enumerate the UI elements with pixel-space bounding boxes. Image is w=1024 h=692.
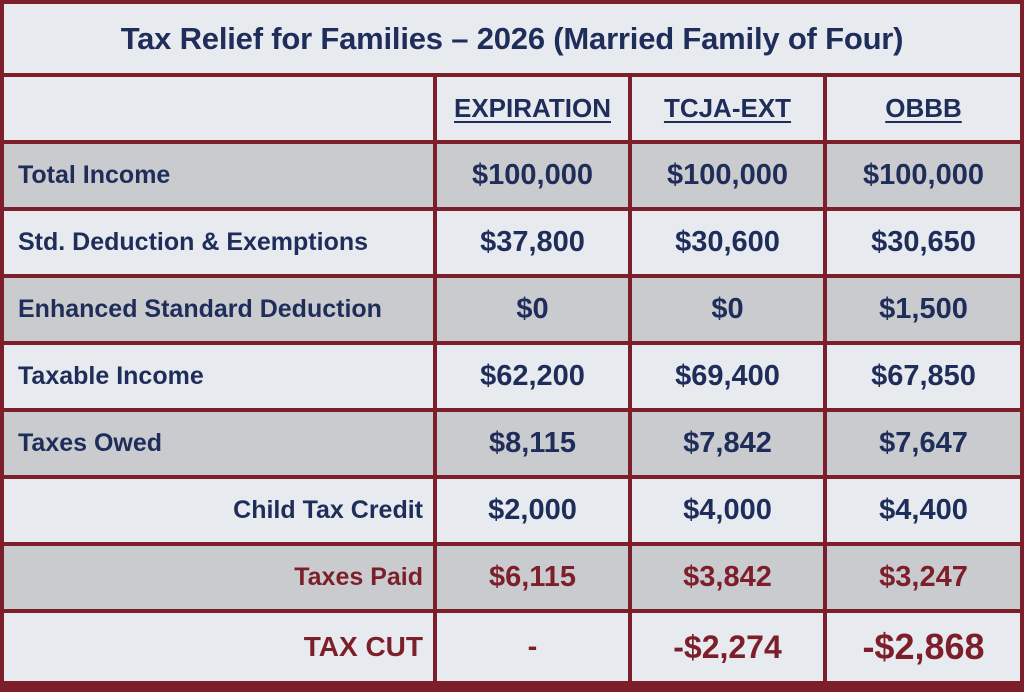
cell-obbb: -$2,868 xyxy=(827,613,1020,681)
row-label: Taxes Paid xyxy=(4,546,437,613)
row-label: TAX CUT xyxy=(4,613,437,681)
table-title: Tax Relief for Families – 2026 (Married … xyxy=(4,4,1020,73)
row-label: Total Income xyxy=(4,144,437,211)
cell-expiration: $2,000 xyxy=(437,479,632,546)
cell-expiration: $62,200 xyxy=(437,345,632,412)
cell-obbb: $1,500 xyxy=(827,278,1020,345)
cell-obbb: $30,650 xyxy=(827,211,1020,278)
cell-obbb: $100,000 xyxy=(827,144,1020,211)
cell-expiration: $0 xyxy=(437,278,632,345)
cell-tcja-ext: $7,842 xyxy=(632,412,827,479)
table-row: Total Income $100,000 $100,000 $100,000 xyxy=(4,144,1020,211)
table-row: Std. Deduction & Exemptions $37,800 $30,… xyxy=(4,211,1020,278)
cell-obbb: $4,400 xyxy=(827,479,1020,546)
cell-expiration: - xyxy=(437,613,632,681)
table-row: TAX CUT - -$2,274 -$2,868 xyxy=(4,613,1020,681)
table-row: Taxes Owed $8,115 $7,842 $7,647 xyxy=(4,412,1020,479)
row-label: Child Tax Credit xyxy=(4,479,437,546)
cell-expiration: $6,115 xyxy=(437,546,632,613)
header-row: EXPIRATION TCJA-EXT OBBB xyxy=(4,77,1020,144)
cell-expiration: $100,000 xyxy=(437,144,632,211)
cell-tcja-ext: $30,600 xyxy=(632,211,827,278)
cell-expiration: $37,800 xyxy=(437,211,632,278)
cell-tcja-ext: $0 xyxy=(632,278,827,345)
header-expiration: EXPIRATION xyxy=(437,77,632,144)
table-row: Taxes Paid $6,115 $3,842 $3,247 xyxy=(4,546,1020,613)
row-label: Taxes Owed xyxy=(4,412,437,479)
cell-tcja-ext: $3,842 xyxy=(632,546,827,613)
header-obbb: OBBB xyxy=(827,77,1020,144)
cell-obbb: $67,850 xyxy=(827,345,1020,412)
cell-obbb: $7,647 xyxy=(827,412,1020,479)
cell-expiration: $8,115 xyxy=(437,412,632,479)
table-row: Enhanced Standard Deduction $0 $0 $1,500 xyxy=(4,278,1020,345)
cell-tcja-ext: $100,000 xyxy=(632,144,827,211)
cell-obbb: $3,247 xyxy=(827,546,1020,613)
table-row: Child Tax Credit $2,000 $4,000 $4,400 xyxy=(4,479,1020,546)
cell-tcja-ext: -$2,274 xyxy=(632,613,827,681)
table-row: Taxable Income $62,200 $69,400 $67,850 xyxy=(4,345,1020,412)
cell-tcja-ext: $4,000 xyxy=(632,479,827,546)
tax-relief-table: EXPIRATION TCJA-EXT OBBB Total Income $1… xyxy=(4,77,1020,681)
cell-tcja-ext: $69,400 xyxy=(632,345,827,412)
row-label: Taxable Income xyxy=(4,345,437,412)
row-label: Enhanced Standard Deduction xyxy=(4,278,437,345)
row-label: Std. Deduction & Exemptions xyxy=(4,211,437,278)
header-tcja-ext: TCJA-EXT xyxy=(632,77,827,144)
header-cell-blank xyxy=(4,77,437,144)
